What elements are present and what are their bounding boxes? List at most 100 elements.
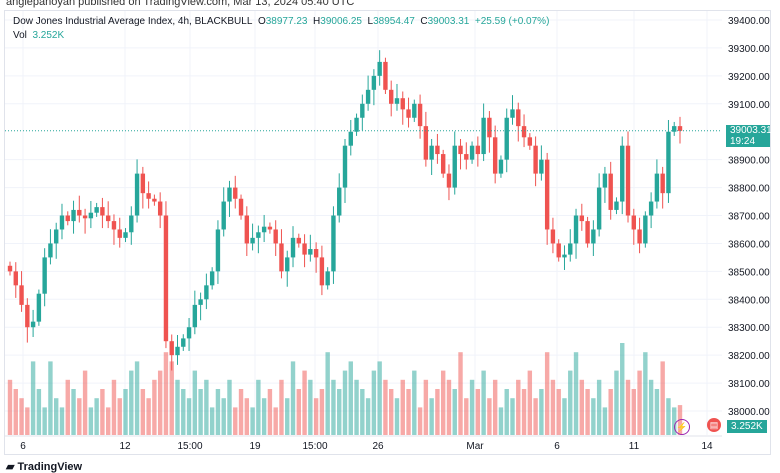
y-tick-label: 38900.00: [728, 156, 770, 167]
candle-body: [452, 145, 457, 188]
candle-body: [100, 207, 105, 216]
volume-bar: [290, 361, 296, 435]
candle-body: [233, 187, 238, 199]
candle-body: [458, 145, 463, 155]
volume-bar: [498, 407, 504, 435]
open-value: 38977.23: [265, 16, 308, 27]
low-value: 38954.47: [373, 16, 415, 27]
candle-body: [302, 243, 307, 255]
candle-body: [504, 117, 509, 160]
volume-bar: [186, 398, 192, 435]
candle-body: [412, 103, 417, 118]
volume-bar: [579, 379, 585, 435]
volume-bar: [36, 389, 42, 435]
low-label: L: [367, 16, 374, 27]
tradingview-logo: ▰ TradingView: [6, 461, 83, 473]
candle-body: [175, 346, 180, 356]
candle-body: [331, 215, 336, 272]
x-tick-label: 11: [629, 441, 640, 452]
candle-body: [244, 215, 250, 244]
y-tick-label: 39400.00: [728, 16, 770, 27]
candle-body: [105, 215, 111, 222]
volume-bar: [608, 389, 613, 435]
volume-bar: [19, 398, 24, 435]
volume-bar: [539, 389, 544, 435]
volume-bar: [383, 379, 388, 435]
candle-body: [215, 229, 221, 272]
volume-bar: [134, 361, 140, 435]
candle-body: [568, 243, 573, 255]
chart-frame: [4, 10, 771, 455]
candle-body: [342, 145, 348, 188]
volume-bar: [100, 389, 105, 435]
candle-body: [666, 131, 671, 194]
candle-body: [573, 215, 579, 244]
candle-body: [256, 232, 261, 238]
candle-body: [290, 237, 296, 258]
candle-body: [429, 145, 434, 160]
candle-body: [389, 89, 394, 104]
volume-bar: [267, 389, 273, 435]
us-flag-icon[interactable]: ▤: [707, 418, 721, 432]
volume-bar: [59, 407, 65, 435]
lightning-icon[interactable]: ⚡: [674, 419, 690, 435]
y-tick-label: 38100.00: [728, 379, 770, 390]
candle-body: [510, 109, 515, 118]
candle-body: [71, 209, 76, 222]
volume-bar: [458, 352, 463, 435]
volume-bar: [481, 370, 486, 435]
volume-bar: [389, 389, 394, 435]
volume-bar: [394, 398, 400, 435]
published-byline: anglepanoyan published on TradingView.co…: [6, 0, 355, 8]
candle-body: [533, 145, 538, 174]
candle-body: [637, 229, 642, 244]
candle-body: [527, 137, 533, 146]
candle-body: [608, 173, 613, 210]
candle-body: [406, 109, 411, 118]
candle-body: [117, 229, 122, 238]
candle-body: [198, 299, 203, 305]
volume-label: Vol: [13, 30, 27, 41]
candle-body: [146, 193, 151, 199]
y-tick-label: 38700.00: [728, 212, 770, 223]
volume-bar: [209, 407, 215, 435]
candle-body: [285, 257, 290, 272]
volume-bar: [302, 370, 307, 435]
volume-bar: [654, 389, 660, 435]
candle-body: [614, 201, 619, 210]
candle-body: [602, 173, 608, 188]
y-tick-label: 38600.00: [728, 239, 770, 250]
candle-body: [348, 131, 353, 146]
candle-body: [435, 145, 440, 155]
candle-body: [417, 103, 423, 127]
volume-bar: [585, 389, 590, 435]
volume-bar: [215, 389, 221, 435]
candle-body: [596, 187, 602, 230]
candle-body: [77, 209, 82, 216]
x-tick-label: 6: [20, 441, 26, 452]
x-tick-label: 26: [372, 441, 384, 452]
volume-bar: [123, 389, 128, 435]
close-label: C: [420, 16, 428, 27]
volume-bar: [596, 379, 602, 435]
volume-bar: [308, 379, 313, 435]
volume-bar: [105, 407, 111, 435]
volume-bar: [25, 407, 30, 435]
candle-body: [371, 75, 377, 90]
candle-body: [36, 293, 42, 322]
volume-bar: [30, 361, 36, 435]
logo-text: TradingView: [17, 461, 83, 473]
y-tick-label: 39100.00: [728, 100, 770, 111]
volume-bar: [296, 389, 301, 435]
high-value: 39006.25: [320, 16, 362, 27]
candle-body: [65, 215, 70, 222]
volume-bar: [620, 343, 625, 435]
candle-body: [238, 198, 244, 216]
bar-countdown: 19:24: [730, 136, 756, 147]
candle-body: [157, 201, 163, 216]
volume-bar: [521, 389, 527, 435]
y-tick-label: 38400.00: [728, 295, 770, 306]
volume-bar: [371, 370, 377, 435]
volume-bar: [140, 389, 146, 435]
